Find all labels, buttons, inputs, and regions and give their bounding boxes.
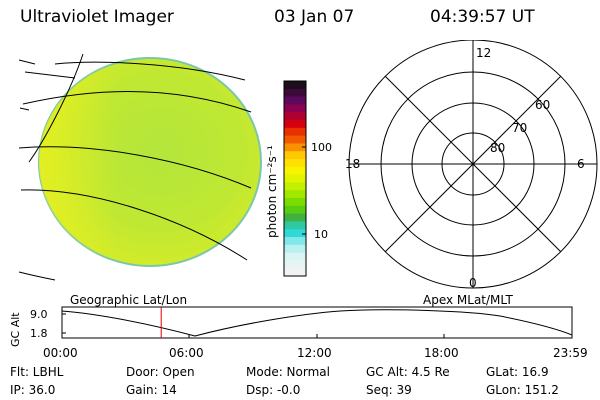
colorbar-band [284, 221, 306, 230]
colorbar-bands [284, 81, 306, 277]
x-tick-1200: 12:00 [297, 346, 332, 360]
y-axis-label: GC Alt [9, 312, 22, 347]
colorbar-band [284, 268, 306, 277]
status-gc-alt: GC Alt: 4.5 Re [366, 365, 450, 379]
status-glon: GLon: 151.2 [486, 383, 559, 397]
x-tick-0600: 06:00 [169, 346, 204, 360]
colorbar-band [284, 252, 306, 261]
earth-image [18, 53, 262, 281]
lat-label-80: 80 [490, 141, 505, 155]
colorbar-band [284, 143, 306, 152]
mlt-label-18: 18 [345, 157, 360, 171]
orbit-altitude-panel: 9.0 1.8 GC Alt 00:00 06:00 12:00 18:00 2… [9, 306, 588, 360]
geo-grid-lines [18, 53, 252, 281]
status-dsp: Dsp: -0.0 [246, 383, 301, 397]
app-title: Ultraviolet Imager [20, 7, 174, 27]
colorbar: 100 10 photon cm⁻²s⁻¹ [265, 80, 332, 277]
colorbar-band [284, 127, 306, 137]
colorbar-tick-10: 10 [314, 228, 328, 241]
colorbar-band [284, 166, 306, 176]
colorbar-band [284, 159, 306, 168]
y-tick-1-8: 1.8 [30, 327, 48, 340]
colorbar-band [284, 260, 306, 269]
date-label: 03 Jan 07 [274, 7, 355, 27]
colorbar-unit-label: photon cm⁻²s⁻¹ [265, 145, 279, 238]
colorbar-band [284, 88, 306, 98]
polar-grid [348, 40, 598, 289]
status-mode: Mode: Normal [246, 365, 330, 379]
colorbar-band [284, 205, 306, 215]
colorbar-band [284, 213, 306, 222]
status-glat: GLat: 16.9 [486, 365, 549, 379]
geo-coords-label: Geographic Lat/Lon [70, 293, 188, 307]
colorbar-band [284, 190, 306, 199]
colorbar-band [284, 135, 306, 144]
altitude-curve [61, 309, 573, 337]
time-label: 04:39:57 UT [430, 7, 535, 27]
mlt-label-6: 6 [577, 157, 585, 171]
x-tick-1800: 18:00 [424, 346, 459, 360]
colorbar-band [284, 182, 306, 191]
y-tick-9: 9.0 [30, 308, 48, 321]
colorbar-tick-100: 100 [311, 141, 332, 154]
colorbar-band [284, 229, 306, 238]
status-ip: IP: 36.0 [10, 383, 56, 397]
colorbar-band [284, 112, 306, 121]
colorbar-band [284, 151, 306, 160]
colorbar-band [284, 81, 306, 90]
x-tick-2359: 23:59 [553, 346, 588, 360]
apex-coords-label: Apex MLat/MLT [423, 293, 513, 307]
colorbar-band [284, 174, 306, 183]
mlt-label-12: 12 [476, 46, 491, 60]
status-door: Door: Open [126, 365, 195, 379]
colorbar-band [284, 244, 306, 254]
colorbar-band [284, 96, 306, 105]
colorbar-band [284, 237, 306, 246]
polar-plot: 12 18 6 0 60 70 80 [345, 40, 598, 290]
status-gain: Gain: 14 [126, 383, 177, 397]
lat-label-60: 60 [535, 98, 550, 112]
colorbar-band [284, 198, 306, 207]
status-filter: Flt: LBHL [10, 365, 64, 379]
colorbar-band [284, 120, 306, 129]
lat-label-70: 70 [512, 121, 527, 135]
x-tick-0000: 00:00 [43, 346, 78, 360]
mlt-label-0: 0 [469, 276, 477, 290]
colorbar-band [284, 104, 306, 113]
status-seq: Seq: 39 [366, 383, 412, 397]
